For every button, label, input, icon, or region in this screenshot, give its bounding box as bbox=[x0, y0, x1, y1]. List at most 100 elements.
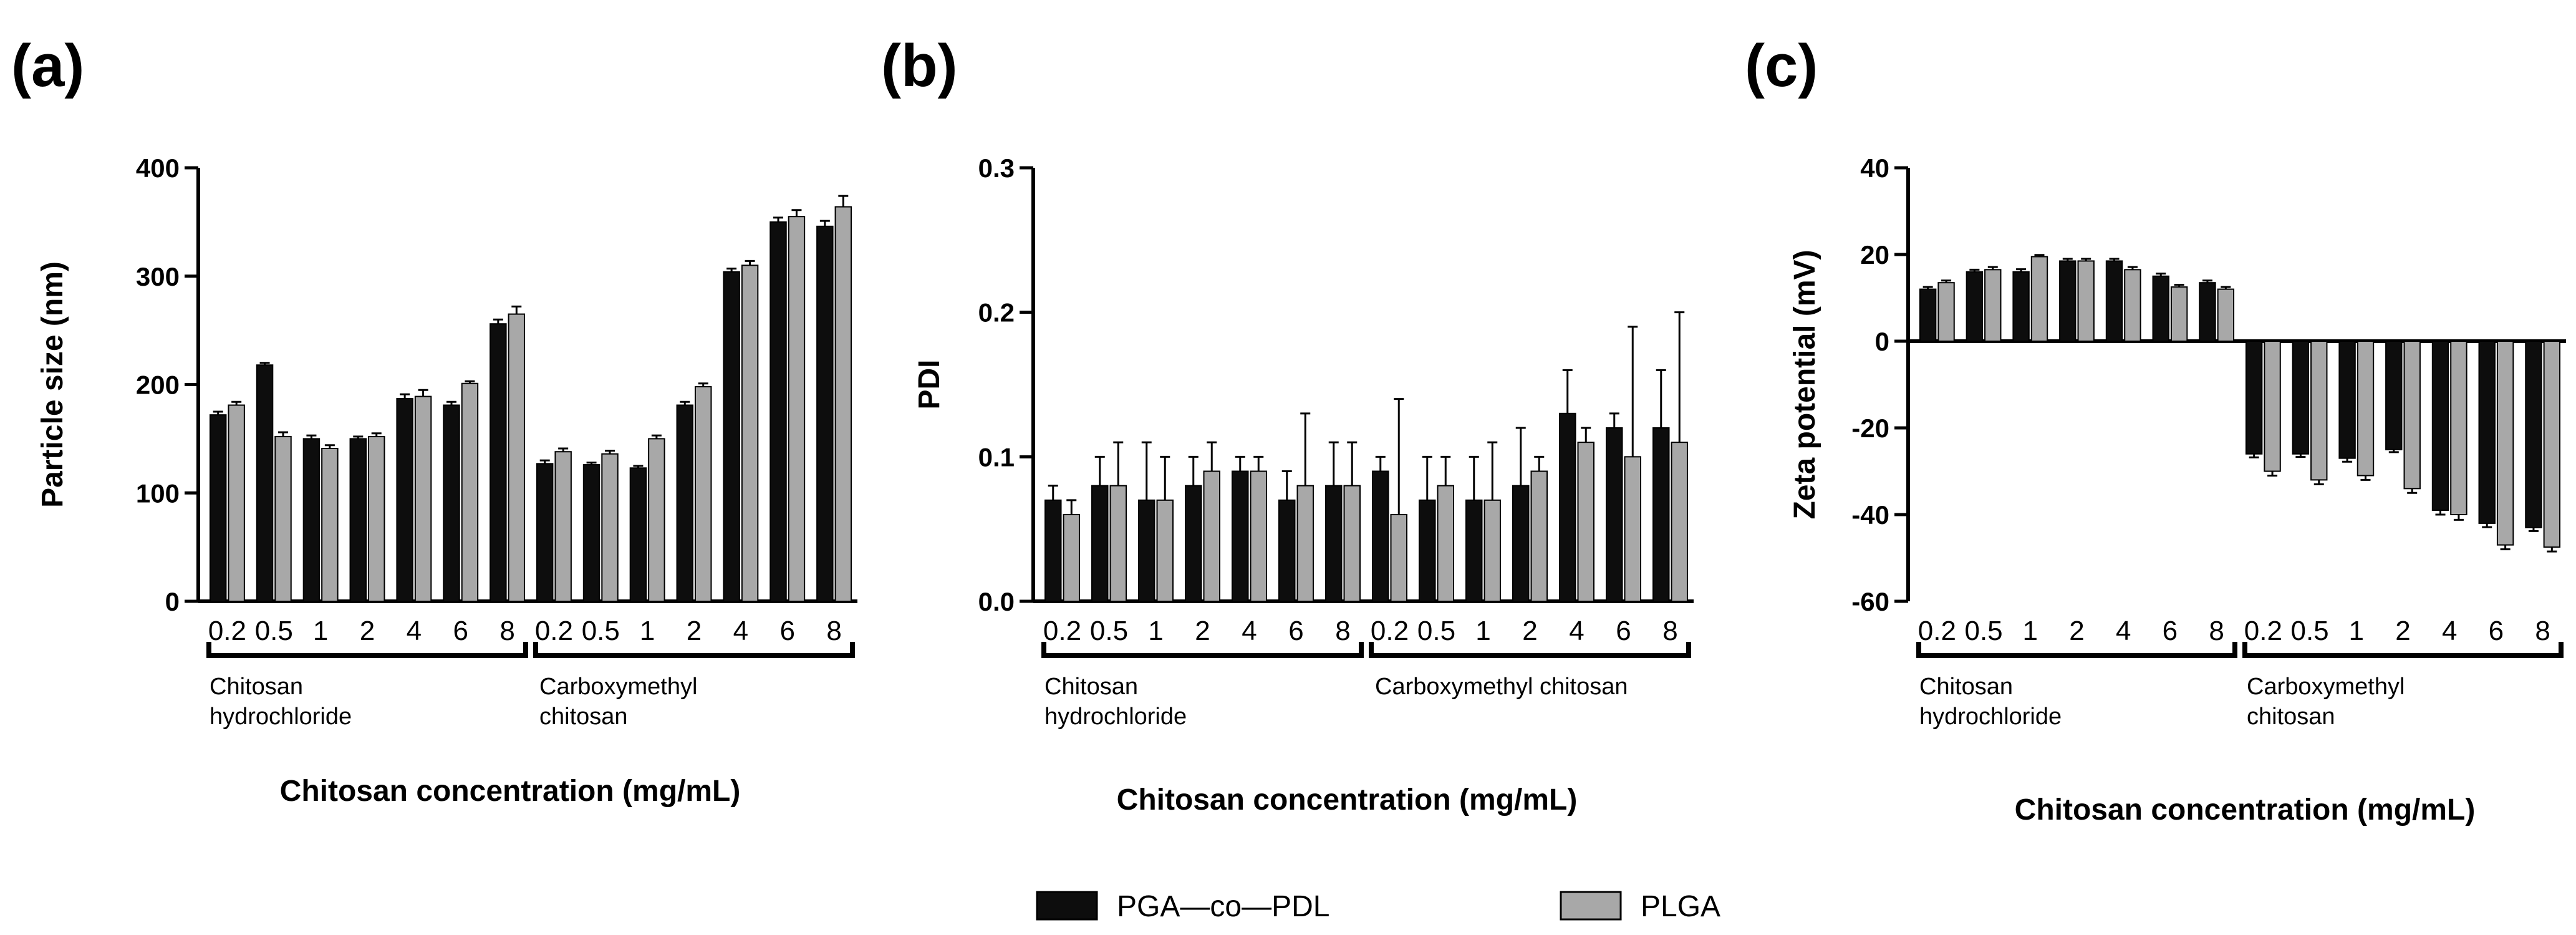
bar-plga bbox=[1530, 470, 1548, 602]
bar-plga bbox=[1437, 485, 1454, 603]
y-axis-title: Particle size (nm) bbox=[36, 261, 69, 508]
bar-pga-co-pdl bbox=[2292, 341, 2310, 455]
bar-plga bbox=[461, 382, 479, 602]
chart-panel-2: (b) 0.0 0.1 0.2 0.3 PDI 0.2 0.5 1 2 4 6 8 0.2 0.5 1 2 4 6 8… bbox=[881, 32, 1694, 816]
chart-panel-1: (a) 0 100 200 300 400 Particle size (nm) 0.2 0.5… bbox=[11, 32, 857, 808]
x-tick-label: 2 bbox=[360, 616, 375, 646]
bar-pga-co-pdl bbox=[1185, 485, 1202, 603]
bar-pga-co-pdl bbox=[2105, 260, 2123, 342]
x-tick-label: 1 bbox=[2023, 616, 2038, 646]
x-tick-label: 8 bbox=[826, 616, 841, 646]
x-tick-label: 8 bbox=[499, 616, 514, 646]
group-bracket bbox=[206, 642, 528, 658]
bar-plga bbox=[2403, 341, 2421, 490]
bar-pga-co-pdl bbox=[1044, 499, 1062, 602]
bar-pga-co-pdl bbox=[209, 414, 227, 603]
group-label: hydrochloride bbox=[1044, 704, 1187, 730]
x-axis-title: Chitosan concentration (mg/mL) bbox=[1117, 783, 1578, 816]
legend-swatch-plga bbox=[1560, 891, 1622, 921]
x-tick-label: 2 bbox=[1195, 616, 1210, 646]
y-tick-label: 0.2 bbox=[978, 298, 1015, 327]
x-tick-label: 6 bbox=[2163, 616, 2178, 646]
x-tick-label: 6 bbox=[779, 616, 794, 646]
x-tick-label: 1 bbox=[640, 616, 655, 646]
x-tick-label: 4 bbox=[1569, 616, 1584, 646]
x-tick-label: 0.5 bbox=[1964, 616, 2002, 646]
bar-plga bbox=[2170, 286, 2188, 342]
bar-pga-co-pdl bbox=[1559, 412, 1576, 602]
panel-label: (a) bbox=[11, 32, 84, 99]
bar-plga bbox=[321, 448, 339, 603]
x-tick-label: 0.5 bbox=[582, 616, 620, 646]
bar-pga-co-pdl bbox=[2245, 341, 2263, 455]
bar-pga-co-pdl bbox=[2431, 341, 2449, 511]
bar-pga-co-pdl bbox=[2059, 260, 2077, 342]
group-label: chitosan bbox=[539, 704, 628, 730]
bar-plga bbox=[2077, 260, 2095, 342]
y-tick-label: 0 bbox=[165, 587, 180, 616]
bar-pga-co-pdl bbox=[2385, 341, 2403, 450]
x-tick-label: 0.2 bbox=[1043, 616, 1081, 646]
bar-plga bbox=[1624, 456, 1641, 602]
bar-plga bbox=[1250, 470, 1267, 602]
bar-plga bbox=[788, 216, 806, 602]
group-label: Chitosan bbox=[1044, 674, 1138, 700]
x-tick-label: 6 bbox=[453, 616, 468, 646]
x-tick-label: 2 bbox=[1522, 616, 1537, 646]
bar-plga bbox=[2450, 341, 2467, 515]
bar-pga-co-pdl bbox=[1278, 499, 1296, 602]
bar-pga-co-pdl bbox=[723, 271, 740, 602]
x-tick-label: 0.2 bbox=[2244, 616, 2282, 646]
bar-plga bbox=[414, 395, 432, 602]
bar-pga-co-pdl bbox=[676, 404, 694, 602]
bar-pga-co-pdl bbox=[1606, 427, 1623, 602]
x-tick-label: 0.5 bbox=[2290, 616, 2328, 646]
x-tick-label: 4 bbox=[1242, 616, 1257, 646]
bar-plga bbox=[834, 206, 852, 602]
group-label: Carboxymethyl bbox=[539, 674, 697, 700]
bar-pga-co-pdl bbox=[1232, 470, 1249, 602]
bar-pga-co-pdl bbox=[816, 225, 834, 602]
bar-plga bbox=[1390, 514, 1407, 602]
x-tick-label: 1 bbox=[2349, 616, 2364, 646]
x-axis-title: Chitosan concentration (mg/mL) bbox=[280, 775, 741, 808]
legend-swatch-pga-co-pdl bbox=[1036, 891, 1098, 921]
bar-plga bbox=[1937, 282, 1955, 342]
x-tick-label: 8 bbox=[1662, 616, 1677, 646]
x-tick-label: 8 bbox=[2535, 616, 2550, 646]
bar-plga bbox=[2124, 269, 2141, 342]
group-label: Carboxymethyl chitosan bbox=[1375, 674, 1628, 700]
x-axis-title: Chitosan concentration (mg/mL) bbox=[2015, 793, 2476, 826]
bar-pga-co-pdl bbox=[490, 323, 507, 602]
bar-plga bbox=[1063, 514, 1080, 602]
bar-plga bbox=[2217, 288, 2235, 342]
bar-plga bbox=[648, 438, 665, 602]
bar-pga-co-pdl bbox=[443, 404, 460, 602]
group-label: hydrochloride bbox=[210, 704, 352, 730]
bar-plga bbox=[274, 435, 292, 603]
y-axis-title: PDI bbox=[913, 359, 946, 409]
x-tick-label: 6 bbox=[1616, 616, 1631, 646]
group-bracket bbox=[2242, 642, 2564, 658]
bar-pga-co-pdl bbox=[1419, 499, 1436, 602]
group-label: Chitosan bbox=[210, 674, 303, 700]
y-axis-title: Zeta potential (mV) bbox=[1788, 249, 1821, 519]
bar-plga bbox=[741, 264, 759, 602]
legend-label-plga: PLGA bbox=[1641, 890, 1720, 923]
bar-pga-co-pdl bbox=[1372, 470, 1389, 602]
group-label: Carboxymethyl bbox=[2247, 674, 2405, 700]
panel-label: (b) bbox=[881, 32, 958, 99]
x-tick-label: 6 bbox=[1288, 616, 1303, 646]
bar-plga bbox=[554, 451, 572, 602]
panel-label: (c) bbox=[1745, 32, 1818, 99]
x-tick-label: 4 bbox=[733, 616, 748, 646]
bar-pga-co-pdl bbox=[2338, 341, 2356, 459]
group-bracket bbox=[533, 642, 855, 658]
x-tick-label: 8 bbox=[2209, 616, 2224, 646]
bar-pga-co-pdl bbox=[2525, 341, 2542, 528]
bar-plga bbox=[228, 404, 245, 602]
bar-pga-co-pdl bbox=[769, 221, 787, 602]
bar-plga bbox=[601, 453, 619, 603]
bar-pga-co-pdl bbox=[256, 364, 274, 602]
